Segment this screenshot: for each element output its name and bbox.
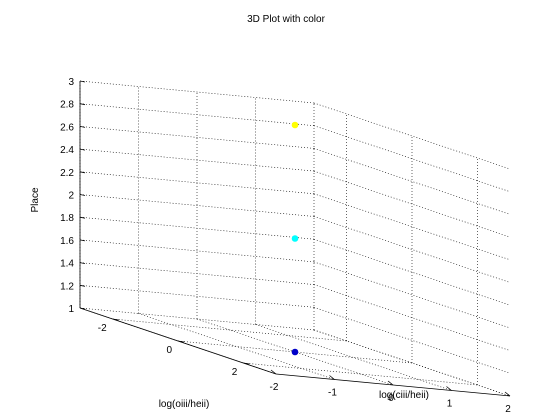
left-wall-gridline-z bbox=[79, 103, 315, 126]
x-tick bbox=[329, 375, 335, 380]
x-axis-label: log(ciii/heii) bbox=[379, 390, 429, 401]
x-tick bbox=[446, 386, 452, 391]
left-wall-gridline-z bbox=[79, 126, 315, 149]
left-wall-gridline-z bbox=[79, 216, 315, 240]
z-tick bbox=[79, 103, 86, 106]
y-tick bbox=[112, 318, 119, 321]
z-tick-label: 1.8 bbox=[60, 213, 74, 224]
y-tick bbox=[243, 362, 250, 365]
y-axis-label: log(oiii/heii) bbox=[159, 399, 210, 410]
data-points bbox=[291, 121, 299, 356]
z-tick-label: 2.4 bbox=[60, 145, 74, 156]
z-tick-label: 1.4 bbox=[60, 259, 74, 270]
scatter-point bbox=[291, 121, 299, 129]
left-wall-gridline-z bbox=[79, 239, 315, 263]
left-wall-gridline-z bbox=[79, 285, 315, 308]
floor-gridline-y bbox=[243, 362, 478, 386]
x-tick-label: 1 bbox=[447, 399, 453, 410]
z-tick bbox=[79, 80, 86, 83]
chart-title: 3D Plot with color bbox=[247, 14, 325, 25]
z-tick bbox=[79, 239, 86, 242]
x-tick-label: 0 bbox=[388, 393, 394, 404]
z-tick-label: 2.8 bbox=[60, 100, 74, 111]
x-tick-label: -2 bbox=[270, 382, 279, 393]
z-tick-label: 3 bbox=[68, 77, 74, 88]
left-wall-gridline-z bbox=[79, 194, 315, 217]
x-tick-label: 2 bbox=[505, 404, 511, 415]
z-tick-label: 2.6 bbox=[60, 122, 74, 133]
axes-frame bbox=[79, 80, 511, 397]
z-tick-label: 1 bbox=[68, 304, 74, 315]
z-tick-label: 2.2 bbox=[60, 168, 74, 179]
scatter-point bbox=[291, 348, 299, 356]
left-wall-gridline-z bbox=[79, 148, 315, 172]
tick-labels: 1 1.2 1.4 1.6 1.8 2 2.2 2.4 2.6 2.8 3 -2 0 2 -2 -1 0 1 2 bbox=[60, 77, 511, 415]
y-tick bbox=[177, 340, 185, 343]
x-tick bbox=[387, 380, 394, 386]
left-wall-gridline-z bbox=[79, 262, 315, 285]
floor-gridline-y bbox=[112, 318, 347, 342]
y-tick-label: 0 bbox=[166, 345, 172, 356]
floor-gridline-x bbox=[255, 324, 452, 391]
right-wall-gridline-z bbox=[313, 102, 511, 170]
z-tick bbox=[79, 148, 86, 151]
left-wall-gridline-z bbox=[79, 80, 315, 104]
z-tick bbox=[79, 307, 86, 310]
z-tick bbox=[79, 194, 86, 196]
z-tick-label: 2 bbox=[68, 191, 74, 202]
z-tick bbox=[79, 284, 86, 287]
z-tick bbox=[79, 262, 86, 264]
z-tick bbox=[79, 216, 86, 219]
scatter-point bbox=[291, 235, 299, 242]
z-tick-label: 1.6 bbox=[60, 236, 74, 247]
x-tick-label: -1 bbox=[328, 388, 337, 399]
x-tick bbox=[504, 391, 511, 397]
z-tick-label: 1.2 bbox=[60, 281, 74, 292]
z-tick bbox=[79, 171, 86, 174]
left-wall-gridline-z bbox=[79, 307, 315, 331]
left-wall-gridline-z bbox=[79, 171, 315, 195]
grid-layer bbox=[79, 80, 511, 397]
x-tick bbox=[270, 369, 277, 375]
z-axis-label: Place bbox=[30, 187, 41, 212]
y-tick-label: -2 bbox=[98, 323, 107, 334]
z-tick bbox=[79, 126, 86, 128]
y-tick-label: 2 bbox=[232, 367, 238, 378]
